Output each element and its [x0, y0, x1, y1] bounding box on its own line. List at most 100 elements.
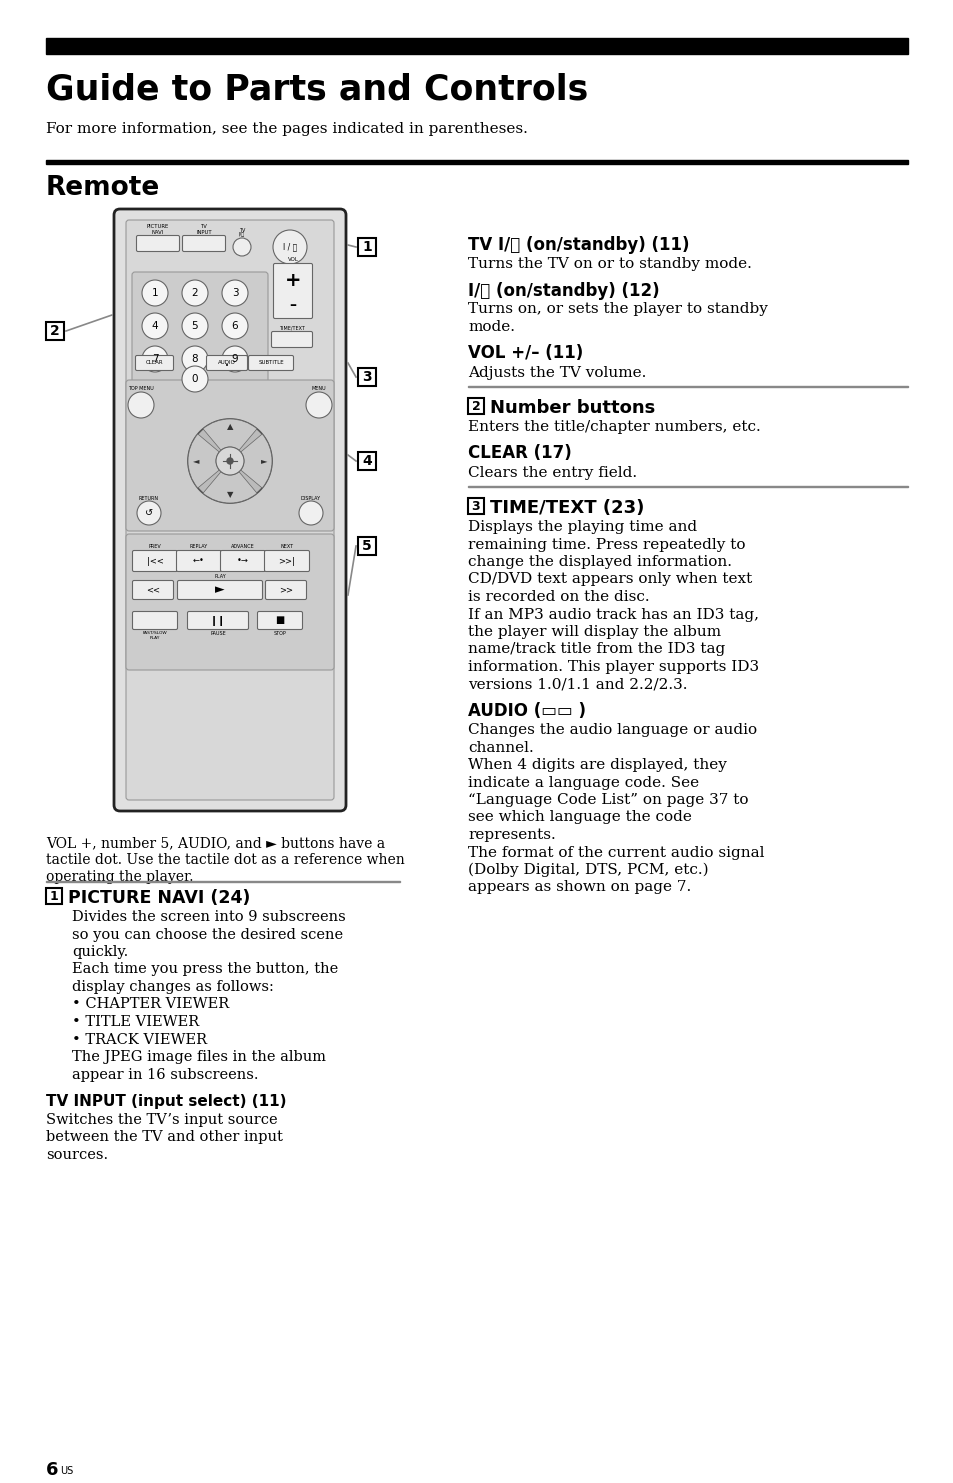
Circle shape [142, 346, 168, 372]
Text: NEXT: NEXT [280, 544, 294, 549]
Text: |<<: |<< [147, 556, 163, 565]
FancyBboxPatch shape [265, 580, 306, 599]
Bar [46, 322, 64, 340]
Text: •→: •→ [236, 556, 249, 565]
Circle shape [222, 346, 248, 372]
FancyBboxPatch shape [220, 550, 265, 571]
Bar [46, 888, 62, 905]
Text: “Language Code List” on page 37 to: “Language Code List” on page 37 to [468, 793, 748, 807]
Text: Turns the TV on or to standby mode.: Turns the TV on or to standby mode. [468, 257, 751, 271]
Text: •: • [225, 363, 229, 369]
Text: ▲: ▲ [227, 423, 233, 432]
Circle shape [233, 237, 251, 257]
Text: FAST/SLOW
PLAY: FAST/SLOW PLAY [143, 630, 167, 639]
FancyBboxPatch shape [182, 236, 225, 252]
Text: the player will display the album: the player will display the album [468, 624, 720, 639]
Text: PREV: PREV [149, 544, 161, 549]
Text: versions 1.0/1.1 and 2.2/2.3.: versions 1.0/1.1 and 2.2/2.3. [468, 678, 687, 691]
Text: I / ⏽: I / ⏽ [283, 243, 296, 252]
Text: tactile dot. Use the tactile dot as a reference when: tactile dot. Use the tactile dot as a re… [46, 853, 404, 868]
Text: remaining time. Press repeatedly to: remaining time. Press repeatedly to [468, 537, 744, 552]
FancyBboxPatch shape [132, 271, 268, 397]
Text: I/⏽: I/⏽ [239, 231, 245, 237]
Circle shape [306, 392, 332, 418]
Text: ❙❙: ❙❙ [210, 615, 226, 626]
Wedge shape [188, 435, 219, 488]
Text: Each time you press the button, the: Each time you press the button, the [71, 962, 338, 976]
Text: TV INPUT (input select) (11): TV INPUT (input select) (11) [46, 1094, 286, 1109]
FancyBboxPatch shape [176, 550, 221, 571]
Text: 4: 4 [152, 320, 158, 331]
Circle shape [182, 366, 208, 392]
Text: TIME/TEXT (23): TIME/TEXT (23) [490, 498, 643, 518]
Text: TOP MENU: TOP MENU [128, 386, 153, 392]
Bar [357, 368, 375, 386]
FancyBboxPatch shape [132, 550, 177, 571]
Text: PLAY: PLAY [213, 574, 226, 578]
Circle shape [137, 501, 161, 525]
Bar [468, 397, 483, 414]
Text: When 4 digits are displayed, they: When 4 digits are displayed, they [468, 758, 726, 773]
Text: PAUSE: PAUSE [210, 630, 226, 636]
Text: VOL +, number 5, AUDIO, and ► buttons have a: VOL +, number 5, AUDIO, and ► buttons ha… [46, 836, 385, 850]
Text: AUDIO (▭▭ ): AUDIO (▭▭ ) [468, 701, 585, 721]
Text: Guide to Parts and Controls: Guide to Parts and Controls [46, 73, 588, 105]
Text: • TITLE VIEWER: • TITLE VIEWER [71, 1014, 199, 1029]
Text: Turns on, or sets the player to standby: Turns on, or sets the player to standby [468, 303, 767, 316]
Text: 1: 1 [152, 288, 158, 298]
Text: 3: 3 [471, 500, 479, 513]
Text: 2: 2 [192, 288, 198, 298]
Text: PICTURE NAVI (24): PICTURE NAVI (24) [68, 888, 250, 908]
Text: ↺: ↺ [145, 509, 152, 518]
FancyBboxPatch shape [264, 550, 309, 571]
Text: ►: ► [215, 583, 225, 596]
Text: • CHAPTER VIEWER: • CHAPTER VIEWER [71, 998, 229, 1011]
FancyBboxPatch shape [136, 236, 179, 252]
Text: The JPEG image files in the album: The JPEG image files in the album [71, 1050, 326, 1063]
Text: (Dolby Digital, DTS, PCM, etc.): (Dolby Digital, DTS, PCM, etc.) [468, 863, 708, 878]
Text: change the displayed information.: change the displayed information. [468, 555, 731, 569]
Text: operating the player.: operating the player. [46, 871, 193, 884]
Bar [468, 498, 483, 515]
FancyBboxPatch shape [132, 611, 177, 629]
Text: Displays the playing time and: Displays the playing time and [468, 521, 697, 534]
Text: so you can choose the desired scene: so you can choose the desired scene [71, 927, 343, 942]
Text: is recorded on the disc.: is recorded on the disc. [468, 590, 649, 604]
Text: appear in 16 subscreens.: appear in 16 subscreens. [71, 1068, 258, 1081]
Text: TIME/TEXT: TIME/TEXT [279, 325, 305, 331]
Text: Adjusts the TV volume.: Adjusts the TV volume. [468, 365, 646, 380]
Wedge shape [240, 435, 272, 488]
Text: represents.: represents. [468, 828, 556, 842]
Circle shape [222, 313, 248, 340]
Text: For more information, see the pages indicated in parentheses.: For more information, see the pages indi… [46, 122, 527, 136]
Circle shape [273, 230, 307, 264]
FancyBboxPatch shape [126, 380, 334, 531]
Text: US: US [60, 1467, 73, 1476]
Text: TV I/⏽ (on/standby) (11): TV I/⏽ (on/standby) (11) [468, 236, 689, 254]
Circle shape [142, 313, 168, 340]
FancyBboxPatch shape [126, 534, 334, 670]
Text: Divides the screen into 9 subscreens: Divides the screen into 9 subscreens [71, 911, 345, 924]
Text: >>: >> [278, 586, 293, 595]
Text: The format of the current audio signal: The format of the current audio signal [468, 845, 763, 860]
Text: 6: 6 [232, 320, 238, 331]
Text: VOL: VOL [287, 257, 298, 262]
Text: ►: ► [260, 457, 267, 466]
FancyBboxPatch shape [113, 209, 346, 811]
Text: quickly.: quickly. [71, 945, 128, 960]
Text: DISPLAY: DISPLAY [300, 495, 321, 501]
Text: display changes as follows:: display changes as follows: [71, 980, 274, 994]
Circle shape [142, 280, 168, 305]
Text: Remote: Remote [46, 175, 160, 202]
Circle shape [188, 420, 272, 503]
Text: REPLAY: REPLAY [190, 544, 208, 549]
Text: 1: 1 [50, 890, 58, 903]
Text: I/⏽ (on/standby) (12): I/⏽ (on/standby) (12) [468, 282, 659, 300]
FancyBboxPatch shape [188, 611, 248, 629]
Circle shape [182, 313, 208, 340]
Text: see which language the code: see which language the code [468, 811, 691, 825]
Text: 2: 2 [51, 323, 60, 338]
Wedge shape [203, 472, 256, 503]
Text: ▼: ▼ [227, 491, 233, 500]
Bar [357, 452, 375, 470]
